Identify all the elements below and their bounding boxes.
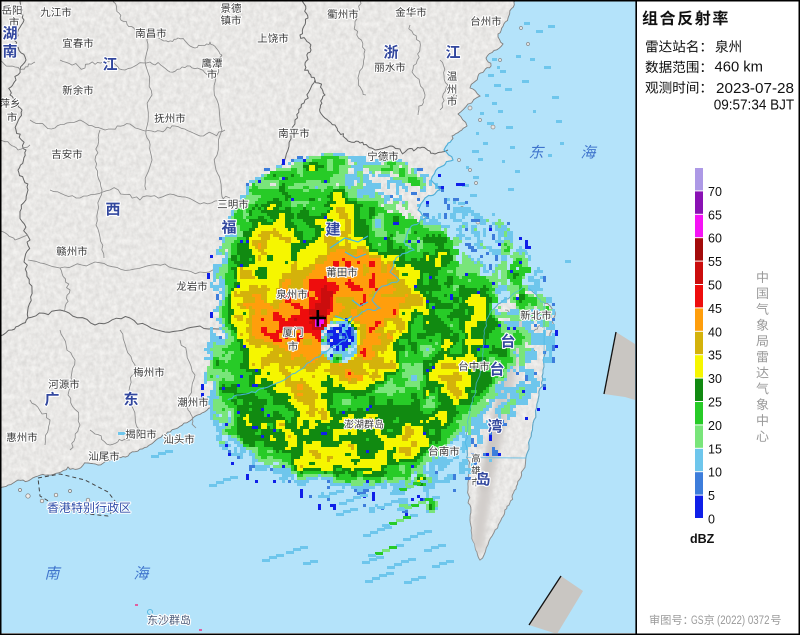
svg-text:15: 15 [708,442,722,456]
svg-text:60: 60 [708,232,722,246]
svg-text:35: 35 [708,349,722,363]
svg-text:GS: GS [691,615,704,627]
svg-text:5: 5 [708,489,715,503]
svg-text:(2022) 0372: (2022) 0372 [717,615,770,627]
svg-text:25: 25 [708,396,722,410]
svg-text:0: 0 [708,513,715,527]
svg-text:460 km: 460 km [715,60,764,76]
svg-text:2023-07-28: 2023-07-28 [716,81,794,97]
svg-text:50: 50 [708,279,722,293]
svg-text:45: 45 [708,302,722,316]
svg-text:70: 70 [708,185,722,199]
svg-text:55: 55 [708,255,722,269]
svg-text:65: 65 [708,208,722,222]
svg-text:20: 20 [708,419,722,433]
svg-text:30: 30 [708,372,722,386]
svg-text:40: 40 [708,325,722,339]
svg-text:dBZ: dBZ [690,532,715,546]
svg-text:09:57:34 BJT: 09:57:34 BJT [714,98,795,114]
svg-text:10: 10 [708,466,722,480]
